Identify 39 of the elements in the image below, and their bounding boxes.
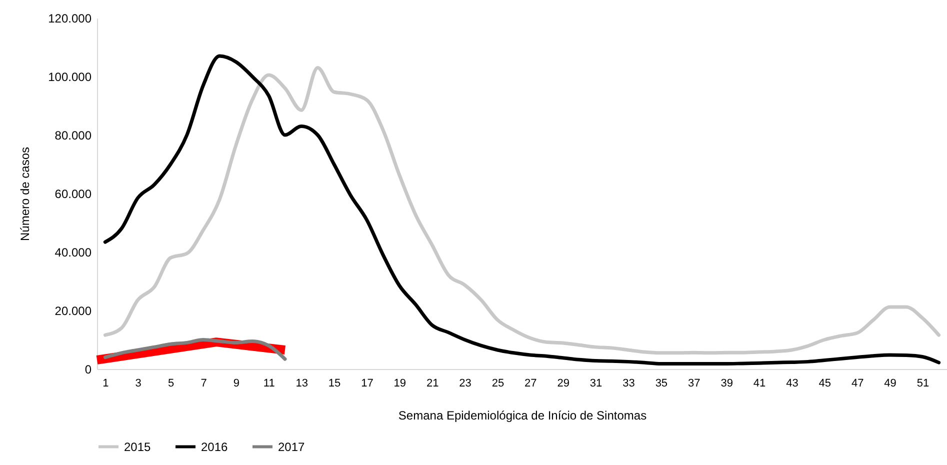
x-tick-label: 31 (590, 378, 602, 390)
y-tick-label: 60.000 (54, 187, 92, 201)
x-tick-label: 45 (818, 378, 832, 390)
y-axis-title: Número de casos (18, 146, 32, 242)
x-tick-label: 7 (200, 378, 207, 390)
legend-label: 2016 (201, 440, 228, 454)
legend-label: 2015 (124, 440, 152, 454)
y-tick-label: 80.000 (54, 128, 92, 142)
x-tick-label: 5 (168, 378, 174, 390)
x-tick-label: 37 (688, 378, 700, 390)
x-tick-label: 15 (328, 378, 341, 390)
x-tick-label: 13 (296, 378, 308, 390)
x-tick-label: 49 (884, 378, 896, 390)
x-tick-label: 27 (524, 378, 537, 390)
x-tick-label: 39 (720, 378, 733, 390)
x-tick-label: 21 (426, 378, 439, 390)
y-tick-label: 120.000 (48, 12, 92, 26)
x-tick-label: 17 (361, 378, 374, 390)
x-tick-label: 1 (102, 378, 109, 390)
y-tick-label: 20.000 (54, 304, 92, 318)
x-tick-label: 25 (492, 378, 504, 390)
x-tick-label: 33 (622, 378, 635, 390)
y-tick-label: 40.000 (54, 246, 92, 260)
y-tick-label: 100.000 (48, 70, 92, 84)
legend-label: 2017 (278, 440, 306, 454)
line-series (103, 338, 287, 361)
x-tick-label: 3 (135, 378, 142, 390)
x-tick-label: 41 (753, 378, 766, 390)
x-tick-label: 35 (655, 378, 668, 390)
x-tick-label: 19 (394, 378, 406, 390)
x-axis-title: Semana Epidemiológica de Início de Sintomas (398, 408, 647, 422)
x-tick-label: 23 (459, 378, 472, 390)
x-tick-label: 43 (786, 378, 798, 390)
x-tick-label: 11 (263, 378, 275, 390)
x-tick-label: 9 (233, 378, 240, 390)
x-tick-label: 51 (916, 378, 930, 390)
y-tick-label: 0 (84, 362, 92, 376)
x-tick-label: 29 (557, 378, 570, 390)
x-tick-label: 47 (851, 378, 864, 390)
